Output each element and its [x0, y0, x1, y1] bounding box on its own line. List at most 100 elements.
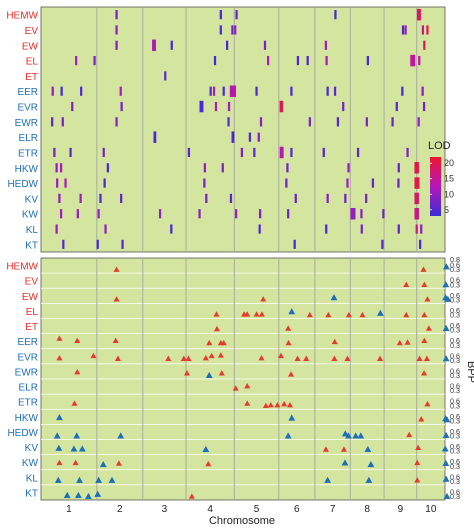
bpp-point: [421, 311, 428, 318]
lod-peak: [225, 40, 229, 50]
lod-peak: [421, 25, 425, 35]
chromosome-tick-label: 4: [207, 504, 213, 515]
lod-peak: [414, 162, 419, 174]
bpp-tick-label: 0.3: [450, 401, 460, 410]
lod-peak: [322, 147, 325, 158]
bpp-point: [180, 355, 187, 361]
bpp-point: [108, 476, 116, 483]
bpp-point: [253, 311, 260, 317]
lod-peak: [414, 177, 420, 189]
lod-peak: [80, 86, 83, 96]
lod-peak: [395, 101, 398, 112]
lod-peak: [231, 25, 234, 35]
bpp-point: [376, 309, 384, 316]
lod-peak: [115, 40, 118, 50]
bpp-point: [78, 445, 86, 452]
scatter-trait-label: EER: [17, 337, 38, 348]
lod-peak: [325, 56, 328, 66]
bpp-point: [71, 400, 78, 406]
bpp-tick-label: 0.3: [450, 341, 460, 350]
lod-peak: [235, 209, 238, 219]
lod-peak: [79, 193, 82, 203]
lod-peak: [290, 86, 293, 96]
lod-peak: [214, 101, 218, 112]
lod-peak: [259, 117, 263, 127]
bpp-point: [206, 339, 213, 346]
bpp-point: [202, 445, 210, 453]
bpp-point: [421, 281, 428, 287]
lod-peak: [61, 117, 64, 127]
lod-peak: [406, 147, 409, 158]
bpp-point: [76, 476, 83, 483]
lod-peak: [365, 117, 368, 127]
bpp-point: [113, 296, 120, 302]
bpp-point: [114, 355, 121, 361]
lod-peak: [350, 207, 356, 220]
bpp-point: [306, 311, 313, 318]
bpp-tick-label: 0.3: [450, 371, 460, 380]
lod-peak: [213, 56, 217, 66]
heatmap-trait-label: EVR: [17, 103, 38, 114]
lod-peak: [58, 193, 61, 203]
lod-peak: [360, 224, 363, 234]
bpp-point: [56, 354, 63, 361]
lod-peak: [279, 146, 284, 159]
lod-peak: [286, 163, 289, 173]
bpp-tick-label: 0.6: [450, 442, 460, 451]
bpp-tick-label: 0.6: [450, 397, 460, 406]
lod-peak: [120, 193, 123, 203]
bpp-tick-label: 0.3: [450, 462, 460, 471]
lod-peak: [115, 117, 118, 127]
bpp-point: [286, 402, 293, 408]
bpp-point: [330, 294, 338, 301]
bpp-point: [424, 296, 431, 302]
chromosome-tick-label: 10: [425, 504, 437, 515]
bpp-tick-label: 0.6: [450, 336, 460, 345]
lod-peak: [333, 86, 337, 96]
lod-peak: [158, 209, 162, 219]
bpp-point: [202, 354, 209, 361]
scatter-trait-labels: HEMW EV EW EL ET EER EVR EWR ELR ETR HKW HEDW KV KW KL…: [6, 262, 38, 500]
lod-peak: [401, 86, 404, 96]
lod-peak: [423, 40, 426, 50]
heatmap-background: [40, 6, 446, 253]
lod-peak: [231, 131, 235, 143]
lod-peak: [102, 147, 105, 158]
lod-peak: [115, 10, 118, 20]
bpp-point: [112, 337, 119, 344]
bpp-point: [208, 352, 215, 359]
lod-peak: [209, 86, 212, 96]
lod-peak: [59, 163, 63, 173]
lod-peak: [420, 224, 423, 234]
lod-peak: [51, 86, 54, 96]
lod-peak: [221, 163, 224, 173]
bpp-point: [74, 368, 81, 375]
bpp-point: [288, 308, 296, 315]
lod-peak: [397, 224, 400, 234]
scatter-trait-label: EW: [22, 292, 39, 303]
lod-peak: [104, 224, 107, 234]
lod-peak: [285, 178, 288, 188]
scatter-trait-label: EWR: [15, 367, 38, 378]
lod-peak: [347, 163, 350, 173]
lod-peak: [356, 147, 360, 158]
bpp-point: [90, 352, 97, 359]
lod-peak: [106, 163, 109, 173]
bpp-tick-label: 0.3: [450, 492, 460, 501]
heatmap-trait-label: EER: [17, 87, 38, 98]
bpp-tick-label: 0.3: [450, 280, 460, 289]
bpp-point: [213, 311, 220, 317]
colorbar-tick-label: 5: [444, 205, 449, 215]
bpp-point: [56, 335, 63, 341]
bpp-point: [442, 431, 450, 438]
bpp-tick-label: 0.3: [450, 356, 460, 365]
lod-peak: [152, 39, 156, 52]
bpp-point: [444, 295, 452, 302]
bpp-point: [99, 461, 107, 468]
bpp-point: [94, 490, 102, 497]
bpp-tick-label: 0.3: [450, 477, 460, 486]
lod-peak: [75, 56, 78, 66]
bpp-point: [441, 445, 449, 452]
bpp-point: [443, 492, 451, 500]
bpp-point: [285, 325, 292, 331]
